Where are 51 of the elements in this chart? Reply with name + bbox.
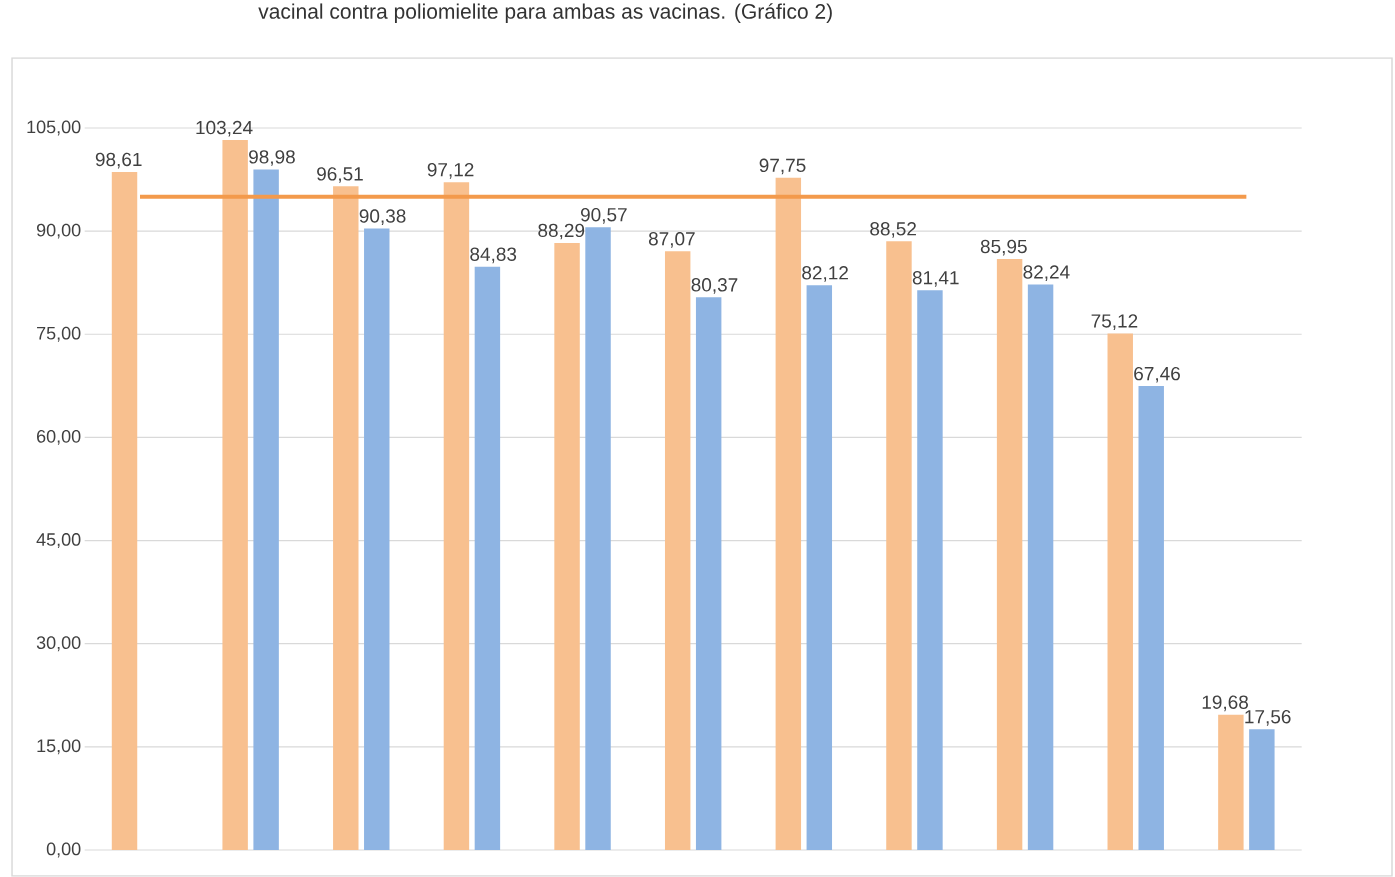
bar <box>333 186 359 851</box>
bar <box>996 259 1023 851</box>
data-label: 90,38 <box>359 209 406 226</box>
y-tick-label: 75,00 <box>37 326 81 342</box>
y-tick-label: 60,00 <box>37 430 81 445</box>
bar <box>886 241 912 851</box>
data-label: 96,51 <box>317 167 363 183</box>
data-label: 85,95 <box>980 239 1027 256</box>
data-label: 80,37 <box>691 278 738 294</box>
text: vacinal contra poliomielite para ambas as vacinas. (Gráfico 2) <box>258 3 832 24</box>
data-label: 81,41 <box>912 271 959 287</box>
data-label: 17,56 <box>1245 710 1291 726</box>
y-tick-label: 30,00 <box>36 636 81 652</box>
data-label: 98,61 <box>95 152 142 169</box>
y-tick-label: 0,00 <box>46 842 81 858</box>
data-label: 75,12 <box>1091 314 1138 331</box>
data-label: 67,46 <box>1134 367 1180 383</box>
data-label: 84,83 <box>470 247 517 264</box>
bar <box>1107 333 1133 851</box>
data-label: 82,12 <box>802 266 848 282</box>
bar <box>253 169 279 851</box>
bar <box>806 285 833 851</box>
data-label: 97,75 <box>759 158 806 175</box>
bar <box>775 177 802 851</box>
bar <box>1138 386 1164 851</box>
data-label: 103,24 <box>196 120 253 137</box>
y-tick-label: 90,00 <box>36 223 81 239</box>
bar <box>695 297 722 851</box>
bar <box>1027 284 1054 851</box>
bar <box>111 172 138 851</box>
y-tick-label: 15,00 <box>37 739 81 755</box>
bar <box>917 290 943 851</box>
data-label: 19,68 <box>1202 695 1248 712</box>
data-label: 97,12 <box>427 163 474 179</box>
y-tick-label: 105,00 <box>27 120 81 136</box>
y-tick-label: 45,00 <box>36 533 81 549</box>
data-label: 82,24 <box>1023 265 1070 282</box>
bar <box>222 140 248 851</box>
bar <box>554 243 580 851</box>
data-label: 88,52 <box>870 222 916 238</box>
data-label: 88,29 <box>538 223 585 240</box>
bar <box>474 266 501 851</box>
bar <box>585 227 611 851</box>
bar <box>1218 714 1244 851</box>
bar <box>364 228 390 851</box>
data-label: 98,98 <box>249 150 295 166</box>
data-label: 87,07 <box>648 232 695 248</box>
bar <box>664 251 691 851</box>
bar <box>443 182 470 851</box>
bar <box>1249 729 1275 851</box>
data-label: 90,57 <box>580 208 627 224</box>
